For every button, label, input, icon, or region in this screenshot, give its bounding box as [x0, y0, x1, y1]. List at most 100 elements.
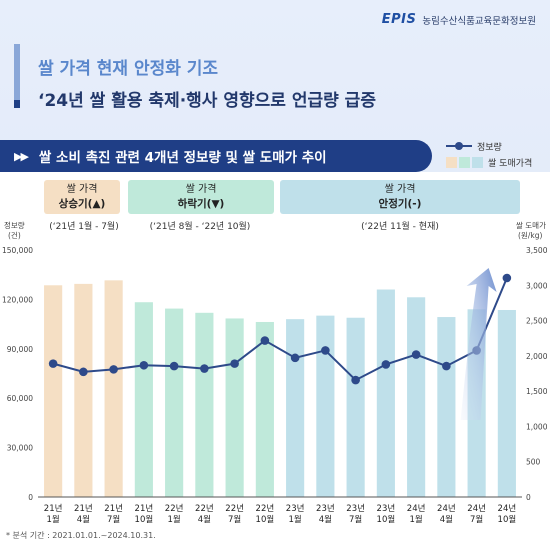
line-point-2: [109, 365, 118, 374]
bar-1: [74, 283, 93, 497]
x-label-month-6: 7월: [228, 514, 241, 525]
logo-mark: EPIS: [381, 12, 417, 27]
x-label-year-15: 24년: [498, 503, 517, 514]
phase-falling-line1: 쌀 가격: [185, 184, 217, 195]
right-tick-1: 500: [526, 458, 541, 467]
x-label-month-11: 10월: [377, 514, 396, 525]
legend-bar-swatch-2: [459, 156, 470, 168]
x-label-month-10: 7월: [349, 514, 362, 525]
x-label-year-7: 22년: [256, 503, 275, 514]
chart-title-bar: ▶▶ 쌀 소비 촉진 관련 4개년 정보량 및 쌀 도매가 추이: [0, 140, 432, 172]
chart-title: 쌀 소비 촉진 관련 4개년 정보량 및 쌀 도매가 추이: [38, 150, 327, 166]
legend-line-swatch: [446, 141, 472, 151]
bar-11: [376, 289, 395, 497]
right-tick-3: 1,500: [526, 387, 548, 396]
x-label-month-12: 1월: [410, 514, 423, 525]
phase-rising-line2: 상승기(▲): [58, 198, 106, 210]
x-label-month-1: 4월: [77, 514, 90, 525]
x-label-year-10: 23년: [346, 503, 365, 514]
x-label-year-5: 22년: [195, 503, 214, 514]
phase-stable-range: (‘22년 11월 - 현재): [361, 222, 439, 232]
left-tick-5: 150,000: [2, 246, 33, 255]
x-label-year-2: 21년: [104, 503, 123, 514]
line-point-8: [290, 353, 300, 363]
page-title-line2: ‘24년 쌀 활용 축제·행사 영향으로 언급량 급증: [38, 91, 376, 111]
x-label-month-7: 10월: [256, 514, 275, 525]
x-label-month-8: 1월: [289, 514, 302, 525]
org-name: 농림수산식품교육문화정보원: [422, 15, 536, 27]
x-label-year-11: 23년: [377, 503, 396, 514]
x-label-year-12: 24년: [407, 503, 426, 514]
x-label-month-0: 1월: [47, 514, 60, 525]
right-axis-label-1: 쌀 도매가: [516, 221, 546, 230]
bar-9: [316, 315, 335, 497]
right-tick-7: 3,500: [526, 246, 548, 255]
right-tick-0: 0: [526, 493, 531, 502]
line-point-4: [169, 361, 179, 371]
line-point-1: [79, 367, 88, 377]
phase-rising-line1: 쌀 가격: [66, 184, 98, 195]
bar-4: [165, 308, 184, 497]
line-point-13: [442, 361, 451, 371]
x-label-year-0: 21년: [44, 503, 63, 514]
legend-line-label: 정보량: [477, 142, 502, 153]
bar-13: [437, 317, 456, 497]
bar-7: [255, 321, 274, 497]
x-label-year-1: 21년: [74, 503, 93, 514]
line-point-7: [260, 336, 270, 345]
double-triangle-right-icon: ▶▶: [14, 149, 29, 163]
phase-rising-range: (‘21년 1월 - 7월): [49, 222, 119, 232]
legend-bar-swatch-1: [446, 156, 457, 168]
left-axis-label-1: 정보량: [4, 220, 25, 230]
line-point-0: [48, 359, 58, 368]
x-label-year-6: 22년: [225, 503, 244, 514]
bar-6: [225, 318, 244, 497]
title-accent-bar: [14, 44, 20, 100]
x-label-year-14: 24년: [467, 503, 486, 514]
logo: EPIS 농림수산식품교육문화정보원: [382, 12, 536, 27]
bar-3: [134, 302, 153, 497]
line-point-10: [351, 375, 360, 385]
x-label-year-4: 22년: [165, 503, 184, 514]
right-tick-6: 3,000: [526, 281, 548, 290]
phase-falling-range: (‘21년 8월 - ‘22년 10월): [149, 222, 251, 232]
chart-legend: 정보량 쌀 도매가격: [446, 138, 532, 170]
bar-2: [104, 280, 123, 497]
bar-15: [497, 309, 516, 497]
legend-bar-label: 쌀 도매가격: [488, 158, 533, 169]
legend-item-line: 정보량: [446, 138, 532, 154]
line-point-9: [321, 346, 330, 355]
right-tick-2: 1,000: [526, 422, 548, 431]
left-tick-2: 60,000: [7, 394, 33, 403]
line-point-3: [139, 360, 149, 370]
x-label-year-9: 23년: [316, 503, 335, 514]
line-point-5: [200, 364, 209, 373]
legend-bar-swatch-3: [472, 156, 483, 168]
x-label-year-8: 23년: [286, 503, 305, 514]
x-label-month-9: 4월: [319, 514, 332, 525]
x-label-month-3: 10월: [135, 514, 154, 525]
footnote: * 분석 기간 : 2021.01.01.~2024.10.31.: [6, 531, 156, 540]
legend-item-bar: 쌀 도매가격: [446, 154, 532, 170]
line-point-15: [502, 273, 512, 283]
x-label-month-4: 1월: [168, 514, 181, 525]
x-label-month-14: 7월: [470, 514, 483, 525]
line-point-12: [411, 350, 421, 359]
phase-stable: 쌀 가격 안정기(-): [280, 180, 520, 214]
bar-0: [44, 285, 63, 497]
x-label-month-2: 7월: [107, 514, 120, 525]
bar-8: [286, 319, 305, 497]
left-tick-1: 30,000: [7, 444, 33, 453]
phase-stable-line2: 안정기(-): [378, 198, 422, 210]
x-label-month-13: 4월: [440, 514, 453, 525]
bar-10: [346, 317, 365, 497]
page-title-line1: 쌀 가격 현재 안정화 기조: [38, 59, 219, 79]
line-point-11: [381, 360, 391, 369]
title-accent-square: [14, 100, 20, 108]
x-label-month-5: 4월: [198, 514, 211, 525]
left-tick-0: 0: [28, 493, 33, 502]
x-label-month-15: 10월: [498, 514, 517, 525]
line-series-info-volume: [52, 277, 508, 382]
x-label-year-13: 24년: [437, 503, 456, 514]
